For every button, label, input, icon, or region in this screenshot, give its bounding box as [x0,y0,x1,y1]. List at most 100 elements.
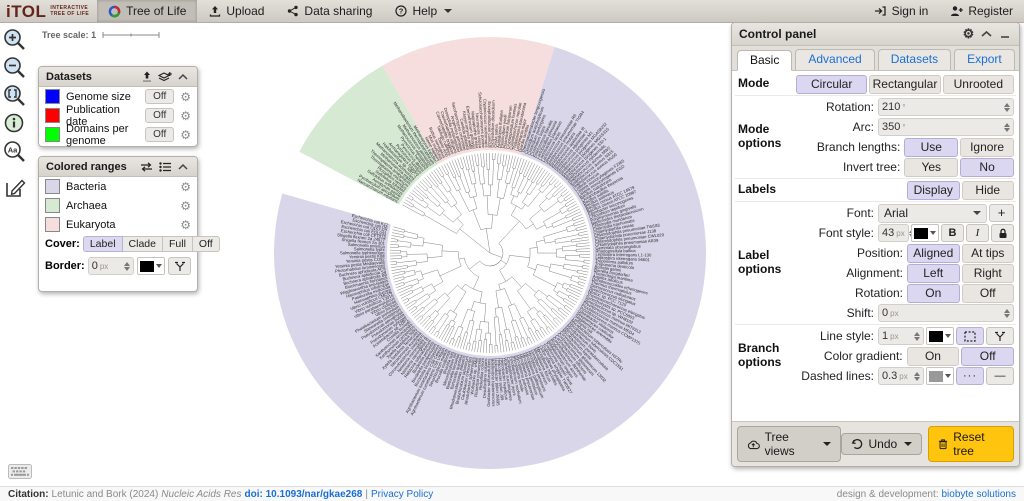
datasets-panel-header[interactable]: Datasets [39,67,197,87]
biobyte-link[interactable]: biobyte solutions [942,489,1017,500]
branch-lengths-use-button[interactable]: Use [904,138,958,157]
arc-stepper[interactable]: 350 ° [878,118,1014,136]
nav-tree-of-life[interactable]: Tree of Life [97,0,197,22]
invert-yes-button[interactable]: Yes [904,158,958,177]
line-width-stepper[interactable]: 1 px [878,327,924,345]
gear-icon[interactable]: ⚙ [180,129,191,141]
invert-no-button[interactable]: No [960,158,1014,177]
dataset-toggle-button[interactable]: Off [145,89,174,104]
dashed-pattern-button[interactable]: ··· [956,367,984,385]
branch-lengths-ignore-button[interactable]: Ignore [960,138,1014,157]
itol-logo[interactable]: iTOL INTERACTIVE TREE OF LIFE [0,0,97,22]
alignment-right-button[interactable]: Right [962,264,1015,283]
upload-dataset-icon[interactable] [139,70,154,83]
legend-list-icon[interactable] [157,160,172,173]
zoom-out-button[interactable] [3,56,27,80]
trash-icon [938,438,948,450]
labels-display-button[interactable]: Display [907,181,960,200]
labels-hide-button[interactable]: Hide [962,181,1015,200]
info-button[interactable] [3,112,27,136]
svg-text:?: ? [399,7,404,16]
add-dataset-layers-icon[interactable] [157,70,172,83]
line-color-picker[interactable] [926,327,954,345]
dataset-toggle-button[interactable]: Off [145,108,174,123]
zoom-in-button[interactable] [3,28,27,52]
nav-sign-in[interactable]: Sign in [863,0,940,22]
cover-option-off[interactable]: Off [193,236,220,252]
privacy-policy-link[interactable]: Privacy Policy [371,489,433,500]
font-size-stepper[interactable]: 43 px [878,224,909,242]
gear-icon[interactable]: ⚙ [180,219,191,231]
font-color-picker[interactable] [911,224,939,242]
dashed-width-stepper[interactable]: 0.3 px [878,367,924,385]
shift-stepper[interactable]: 0 px [878,304,1014,322]
annotation-editor-button[interactable] [3,176,27,200]
tree-views-button[interactable]: Tree views [737,426,841,462]
dashed-color-picker[interactable] [926,367,954,385]
reset-tree-button[interactable]: Reset tree [928,426,1014,462]
gear-icon[interactable]: ⚙ [180,91,191,103]
tab-basic[interactable]: Basic [737,50,792,71]
bold-button[interactable]: B [941,224,964,242]
mode-rectangular-button[interactable]: Rectangular [869,75,940,94]
dataset-color-swatch[interactable] [45,127,60,142]
nav-help[interactable]: ? Help [383,0,463,22]
tab-datasets[interactable]: Datasets [878,49,951,70]
apply-to-branches-button[interactable] [986,327,1014,345]
zoom-fit-button[interactable] [3,84,27,108]
gradient-on-button[interactable]: On [907,347,960,366]
control-panel-header[interactable]: Control panel ⚙ [732,23,1019,46]
border-branch-style-button[interactable] [168,257,191,275]
minimize-panel-icon[interactable] [997,28,1012,41]
swap-arrows-icon[interactable] [139,160,154,173]
rotation-off-button[interactable]: Off [962,284,1015,303]
position-at-tips-button[interactable]: At tips [962,244,1015,263]
citation-doi-link[interactable]: doi: 10.1093/nar/gkae268 [245,489,363,500]
rotation-on-button[interactable]: On [907,284,960,303]
italic-button[interactable]: I [966,224,989,242]
border-color-picker[interactable] [137,257,165,275]
cover-option-clade[interactable]: Clade [123,236,163,252]
nav-data-sharing[interactable]: Data sharing [275,0,383,22]
apply-to-selection-button[interactable] [956,327,984,345]
dataset-toggle-button[interactable]: Off [145,127,174,142]
nav-upload[interactable]: Upload [197,0,275,22]
label-search-button[interactable]: Aa [3,140,27,164]
range-color-swatch[interactable] [45,217,60,232]
gradient-off-button[interactable]: Off [961,347,1014,366]
position-aligned-button[interactable]: Aligned [907,244,960,263]
gear-icon[interactable]: ⚙ [180,200,191,212]
collapse-panel-icon[interactable] [979,28,994,41]
collapse-panel-icon[interactable] [175,160,190,173]
panel-settings-gear-icon[interactable]: ⚙ [961,28,976,41]
itol-app: { "nav": { "logo": {"title": "iTOL", "su… [0,0,1024,501]
alignment-left-button[interactable]: Left [907,264,960,283]
solid-pattern-button[interactable]: — [986,367,1014,385]
stepper-arrows-icon[interactable] [120,262,130,271]
range-color-swatch[interactable] [45,198,60,213]
gear-icon[interactable]: ⚙ [180,110,191,122]
citation-authors: Letunic and Bork (2024) [52,489,159,500]
dataset-color-swatch[interactable] [45,89,60,104]
rotation-stepper[interactable]: 210 ° [878,98,1014,116]
colored-ranges-header[interactable]: Colored ranges [39,157,197,177]
virtual-keyboard-button[interactable] [8,464,32,484]
mode-circular-button[interactable]: Circular [796,75,867,94]
cover-option-full[interactable]: Full [163,236,193,252]
dataset-color-swatch[interactable] [45,108,60,123]
font-select[interactable]: Arial [878,204,987,223]
nav-register[interactable]: Register [939,0,1024,22]
undo-button[interactable]: Undo [841,433,922,455]
control-panel-title: Control panel [739,27,816,41]
lock-style-button[interactable] [991,224,1014,242]
chevron-down-icon [823,442,831,446]
collapse-panel-icon[interactable] [175,70,190,83]
mode-unrooted-button[interactable]: Unrooted [943,75,1014,94]
gear-icon[interactable]: ⚙ [180,181,191,193]
cover-option-label[interactable]: Label [83,236,123,252]
tab-export[interactable]: Export [954,49,1015,70]
border-width-stepper[interactable]: 0 px [88,257,134,275]
add-font-button[interactable]: + [989,204,1014,222]
range-color-swatch[interactable] [45,179,60,194]
tab-advanced[interactable]: Advanced [795,49,874,70]
